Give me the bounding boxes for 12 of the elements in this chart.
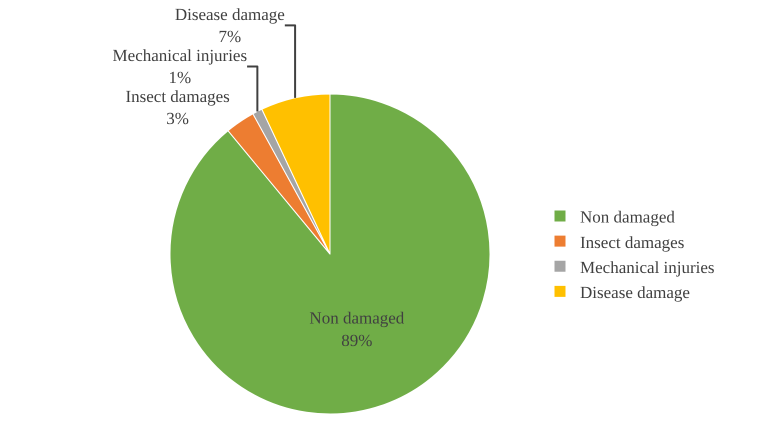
data-label: 1% (168, 68, 192, 88)
data-label: 7% (218, 26, 242, 46)
slice-label: Mechanical injuries (112, 46, 248, 65)
data-label: 3% (166, 109, 189, 128)
slice-label: Non damaged (309, 308, 405, 328)
legend-label: Non damaged (580, 208, 676, 227)
slice-label: Insect damages (125, 87, 230, 106)
legend-label: Disease damage (580, 282, 690, 302)
slice-label: Disease damage (174, 4, 285, 24)
legend-label: Insect damages (580, 232, 684, 252)
data-label: 89% (341, 330, 372, 350)
legend-label: Mechanical injuries (580, 258, 715, 277)
